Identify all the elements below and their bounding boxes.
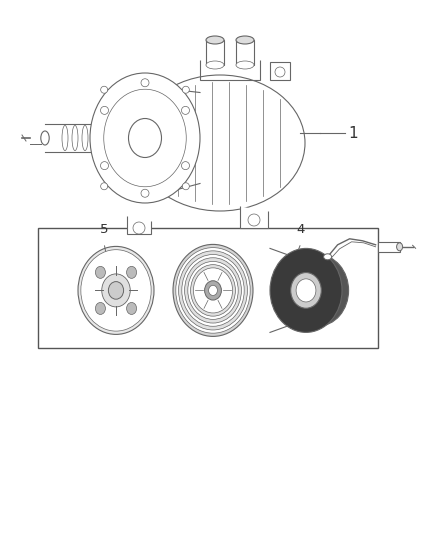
Ellipse shape [41,131,49,145]
Ellipse shape [82,125,88,151]
Ellipse shape [102,274,130,307]
Bar [236,40,254,65]
Circle shape [275,67,285,77]
Ellipse shape [62,125,68,151]
Bar [206,40,224,65]
Ellipse shape [188,261,238,319]
Ellipse shape [78,246,154,334]
Circle shape [100,161,109,169]
Circle shape [141,189,149,197]
Ellipse shape [208,285,217,295]
Ellipse shape [236,36,254,44]
Ellipse shape [291,272,321,308]
Ellipse shape [296,279,316,302]
Bar [38,228,378,348]
Ellipse shape [191,265,235,316]
Bar [270,62,290,80]
Ellipse shape [182,255,244,326]
Ellipse shape [287,255,349,326]
Ellipse shape [194,268,233,313]
Circle shape [133,222,145,234]
Ellipse shape [206,61,224,69]
Ellipse shape [104,89,186,187]
Circle shape [181,107,190,115]
Circle shape [101,86,108,93]
Text: 4: 4 [297,223,305,236]
Ellipse shape [205,281,221,300]
Ellipse shape [95,302,106,314]
Ellipse shape [81,249,151,331]
Ellipse shape [270,248,342,333]
Ellipse shape [396,243,403,251]
Circle shape [182,86,189,93]
Ellipse shape [176,248,250,333]
Ellipse shape [90,73,200,203]
Ellipse shape [236,61,254,69]
Circle shape [181,161,190,169]
Ellipse shape [128,118,162,157]
Ellipse shape [127,266,137,278]
Text: 5: 5 [100,223,108,236]
Ellipse shape [135,75,305,211]
Ellipse shape [108,281,124,299]
Ellipse shape [179,251,247,330]
Ellipse shape [324,254,332,260]
Text: 1: 1 [348,125,357,141]
Ellipse shape [95,266,106,278]
Circle shape [101,183,108,190]
Circle shape [248,214,260,226]
Bar [378,242,399,252]
Ellipse shape [206,36,224,44]
Circle shape [182,183,189,190]
Ellipse shape [184,258,241,323]
Polygon shape [240,206,268,228]
Circle shape [100,107,109,115]
Polygon shape [127,216,151,234]
Ellipse shape [72,125,78,151]
Ellipse shape [127,302,137,314]
Circle shape [141,79,149,87]
Ellipse shape [173,245,253,336]
